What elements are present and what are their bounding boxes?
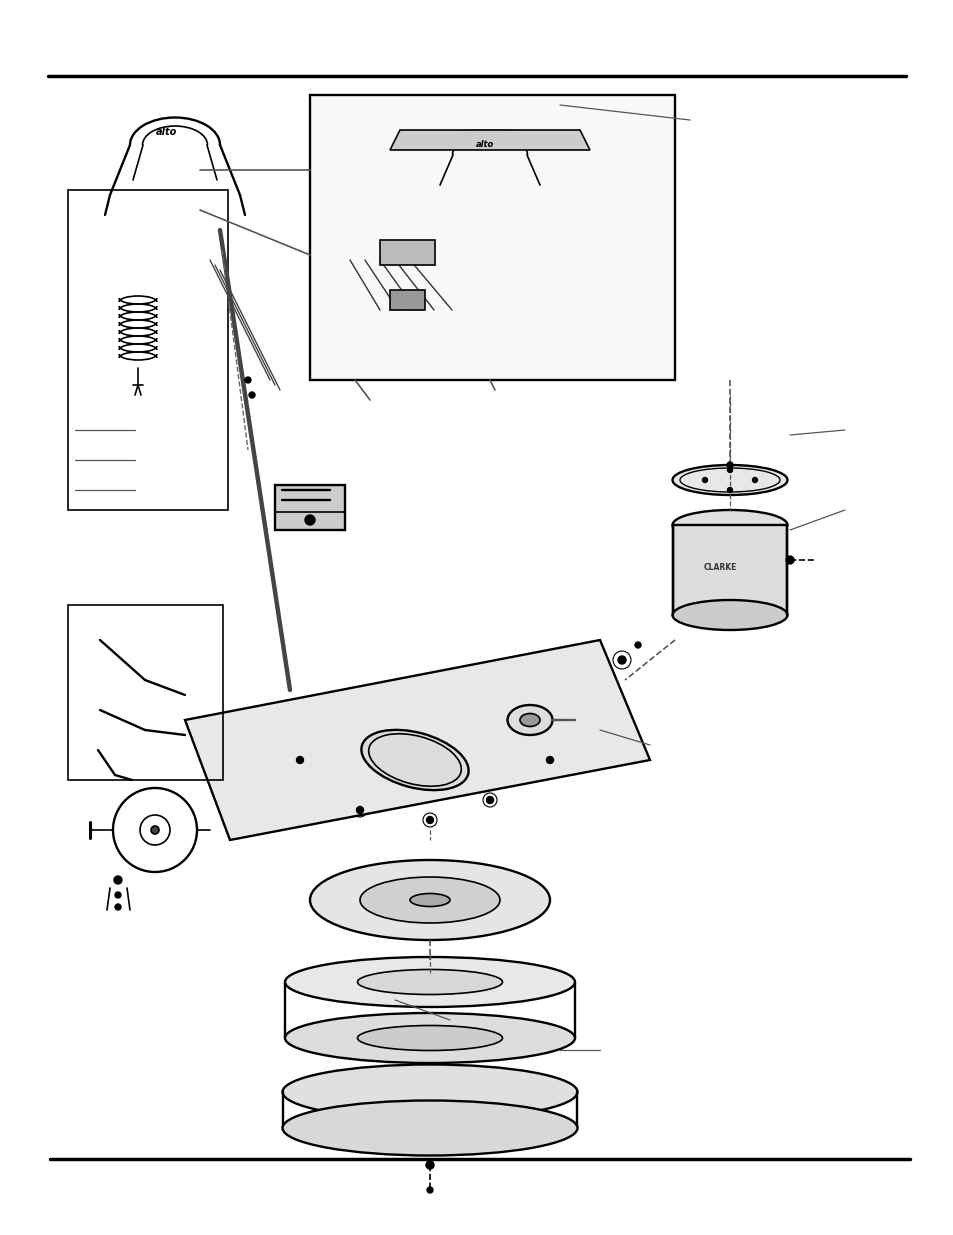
Circle shape <box>426 1161 434 1170</box>
Bar <box>310 95 675 380</box>
Polygon shape <box>185 640 649 840</box>
Ellipse shape <box>507 705 552 735</box>
Bar <box>379 240 435 266</box>
Circle shape <box>249 391 254 398</box>
Ellipse shape <box>310 860 550 940</box>
Ellipse shape <box>672 466 786 495</box>
Circle shape <box>635 642 640 648</box>
Ellipse shape <box>282 1100 577 1156</box>
Ellipse shape <box>282 1065 577 1119</box>
Ellipse shape <box>672 600 786 630</box>
Circle shape <box>245 377 251 383</box>
Circle shape <box>113 876 122 884</box>
Circle shape <box>546 757 553 763</box>
Circle shape <box>356 806 363 814</box>
Ellipse shape <box>285 1013 575 1063</box>
Circle shape <box>115 892 121 898</box>
Ellipse shape <box>285 957 575 1007</box>
Circle shape <box>486 797 493 804</box>
Circle shape <box>752 478 757 483</box>
Text: alto: alto <box>476 140 494 149</box>
Circle shape <box>115 904 121 910</box>
Circle shape <box>151 826 159 834</box>
Circle shape <box>727 468 732 473</box>
Ellipse shape <box>519 714 539 726</box>
Circle shape <box>427 1187 433 1193</box>
Circle shape <box>726 462 732 468</box>
Bar <box>390 290 424 310</box>
Bar <box>68 605 223 781</box>
Ellipse shape <box>357 1025 502 1051</box>
Circle shape <box>785 556 793 564</box>
Ellipse shape <box>357 969 502 994</box>
Ellipse shape <box>410 893 450 906</box>
Circle shape <box>296 757 303 763</box>
Text: CLARKE: CLARKE <box>702 563 736 572</box>
Text: alto: alto <box>156 127 177 137</box>
Bar <box>274 485 345 530</box>
Circle shape <box>701 478 707 483</box>
Ellipse shape <box>672 510 786 540</box>
Ellipse shape <box>359 877 499 923</box>
Bar <box>68 190 228 510</box>
Circle shape <box>618 656 625 664</box>
Circle shape <box>727 488 732 493</box>
Ellipse shape <box>361 730 468 790</box>
Polygon shape <box>390 130 589 149</box>
Circle shape <box>426 816 433 824</box>
Circle shape <box>305 515 314 525</box>
Bar <box>672 525 786 615</box>
